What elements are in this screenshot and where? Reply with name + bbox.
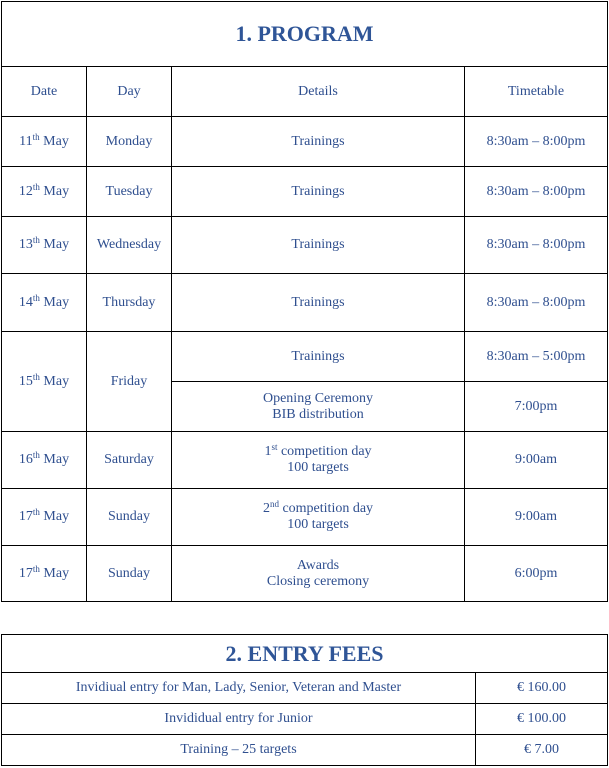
date-cell: 15th May	[1, 331, 87, 432]
details-cell: Awards Closing ceremony	[171, 545, 465, 602]
header-timetable: Timetable	[463, 66, 609, 117]
details-cell: 1st competition day 100 targets	[171, 431, 465, 489]
table-row: 17th May Sunday Awards Closing ceremony 6…	[1, 545, 609, 602]
table-row: 11th May Monday Trainings 8:30am – 8:00p…	[1, 116, 609, 167]
day-cell: Monday	[86, 116, 172, 167]
details-cell: Trainings	[171, 166, 465, 217]
day-cell: Sunday	[86, 545, 172, 602]
time-cell: 8:30am – 8:00pm	[463, 216, 609, 274]
time-cell: 7:00pm	[463, 381, 609, 432]
entry-fees-table: 2. ENTRY FEES Invidiual entry for Man, L…	[0, 634, 609, 766]
table-row: Training – 25 targets € 7.00	[1, 734, 609, 766]
fee-label: Invidiual entry for Man, Lady, Senior, V…	[1, 672, 476, 704]
table-row: 12th May Tuesday Trainings 8:30am – 8:00…	[1, 166, 609, 217]
table-row: 15th May Friday Trainings 8:30am – 5:00p…	[1, 331, 609, 432]
details-cell: Trainings	[171, 331, 465, 382]
time-cell: 8:30am – 8:00pm	[463, 273, 609, 332]
day-cell: Thursday	[86, 273, 172, 332]
fee-label: Training – 25 targets	[1, 734, 476, 766]
date-cell: 11th May	[1, 116, 87, 167]
time-cell: 9:00am	[463, 488, 609, 546]
details-cell: Trainings	[171, 216, 465, 274]
header-day: Day	[86, 66, 172, 117]
time-cell: 8:30am – 8:00pm	[463, 116, 609, 167]
table-row: Invidiual entry for Man, Lady, Senior, V…	[1, 672, 609, 704]
day-cell: Friday	[86, 331, 172, 432]
day-cell: Tuesday	[86, 166, 172, 217]
time-cell: 8:30am – 8:00pm	[463, 166, 609, 217]
time-cell: 6:00pm	[463, 545, 609, 602]
fee-price: € 160.00	[474, 672, 609, 704]
date-cell: 13th May	[1, 216, 87, 274]
header-date: Date	[1, 66, 87, 117]
date-cell: 17th May	[1, 545, 87, 602]
date-cell: 12th May	[1, 166, 87, 217]
details-cell: Opening Ceremony BIB distribution	[171, 381, 465, 432]
date-cell: 16th May	[1, 431, 87, 489]
fees-title: 2. ENTRY FEES	[0, 634, 609, 673]
details-cell: 2nd competition day 100 targets	[171, 488, 465, 546]
table-row: Invididual entry for Junior € 100.00	[1, 703, 609, 735]
details-cell: Trainings	[171, 273, 465, 332]
fee-price: € 100.00	[474, 703, 609, 735]
date-cell: 17th May	[1, 488, 87, 546]
program-table: 1. PROGRAM Date Day Details Timetable 11…	[0, 1, 609, 602]
program-title: 1. PROGRAM	[0, 1, 609, 67]
time-cell: 9:00am	[463, 431, 609, 489]
fee-label: Invididual entry for Junior	[1, 703, 476, 735]
table-row: 16th May Saturday 1st competition day 100…	[1, 431, 609, 489]
day-cell: Sunday	[86, 488, 172, 546]
table-row: 17th May Sunday 2nd competition day 100 t…	[1, 488, 609, 546]
table-row: 13th May Wednesday Trainings 8:30am – 8:…	[1, 216, 609, 274]
table-row: 14th May Thursday Trainings 8:30am – 8:0…	[1, 273, 609, 332]
day-cell: Saturday	[86, 431, 172, 489]
day-cell: Wednesday	[86, 216, 172, 274]
time-cell: 8:30am – 5:00pm	[463, 331, 609, 382]
details-cell: Trainings	[171, 116, 465, 167]
fee-price: € 7.00	[474, 734, 609, 766]
table-row: Opening Ceremony BIB distribution 7:00pm	[2, 381, 609, 432]
header-details: Details	[171, 66, 465, 117]
date-cell: 14th May	[1, 273, 87, 332]
